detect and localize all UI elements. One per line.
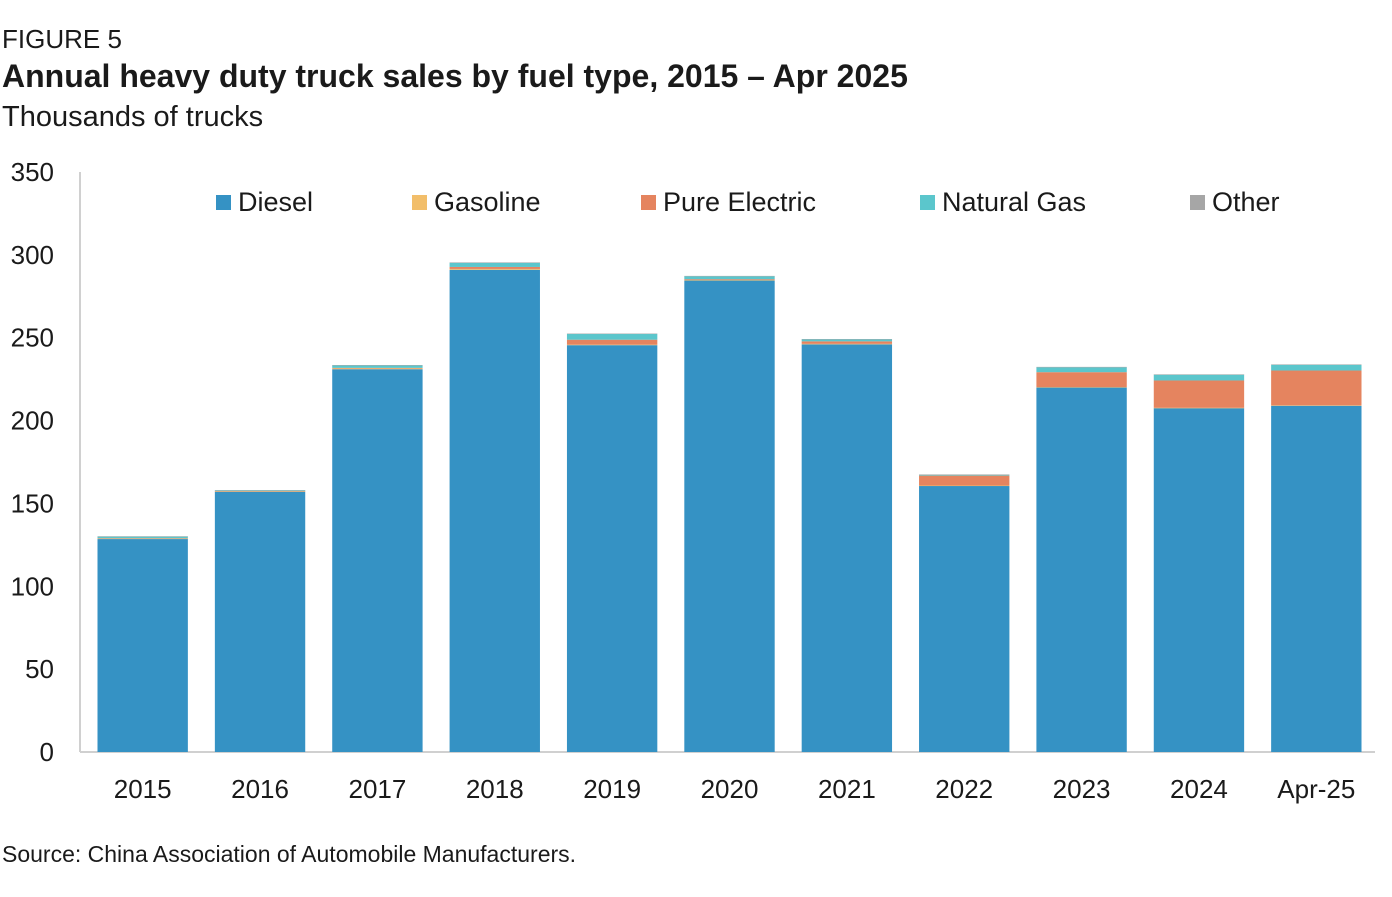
bar-segment-gasoline (919, 485, 1010, 487)
bar-segment-gasoline (1153, 407, 1245, 409)
bar-segment-other (449, 262, 540, 263)
bar-segment-natural-gas (449, 262, 540, 267)
y-tick-label: 250 (11, 323, 54, 353)
bar-segment-diesel (214, 491, 306, 752)
bar-segment-gasoline (1036, 387, 1127, 388)
x-tick-label: 2017 (348, 774, 406, 804)
bar-segment-pure-electric (1271, 370, 1362, 406)
bar-segment-other (332, 365, 423, 366)
bar-segment-pure-electric (449, 266, 540, 269)
bar-segment-gasoline (566, 344, 658, 346)
bar-segment-pure-electric (684, 279, 775, 281)
bar-segment-gasoline (449, 268, 540, 270)
bar-segment-gasoline (214, 491, 306, 492)
bar-segment-natural-gas (1036, 367, 1127, 373)
y-tick-label: 350 (11, 157, 54, 187)
bar-segment-diesel (684, 280, 775, 752)
bar-segment-natural-gas (566, 333, 658, 340)
y-tick-label: 200 (11, 406, 54, 436)
bar-segment-gasoline (684, 280, 775, 281)
legend-swatch (920, 195, 935, 210)
bar-segment-diesel (449, 269, 540, 752)
x-tick-label: 2019 (583, 774, 641, 804)
y-tick-label: 0 (40, 737, 54, 767)
bar-segment-other (801, 339, 893, 340)
source-note: Source: China Association of Automobile … (2, 841, 577, 867)
legend-label: Diesel (238, 187, 313, 217)
bar-segment-other (566, 333, 658, 335)
x-tick-label: 2021 (818, 774, 876, 804)
bar-segment-diesel (801, 344, 893, 752)
y-tick-label: 300 (11, 240, 54, 270)
legend-label: Other (1212, 187, 1280, 217)
x-tick-label: 2020 (701, 774, 759, 804)
bar-segment-other (1153, 374, 1245, 375)
bar-segment-diesel (919, 486, 1010, 752)
bar-segment-diesel (332, 369, 423, 752)
bar-segment-pure-electric (566, 339, 658, 345)
bar-segment-other (919, 474, 1010, 475)
bar-segment-gasoline (801, 343, 893, 345)
bar-segment-other (214, 490, 306, 491)
bar-segment-natural-gas (332, 365, 423, 368)
x-tick-label: 2016 (231, 774, 289, 804)
x-tick-label: 2023 (1053, 774, 1111, 804)
bar-segment-pure-electric (919, 475, 1010, 486)
bar-segment-pure-electric (332, 367, 423, 369)
bar-segment-diesel (1036, 387, 1127, 752)
bar-segment-pure-electric (1153, 380, 1245, 408)
legend-swatch (216, 195, 231, 210)
bar-segment-natural-gas (684, 276, 775, 280)
bar-segment-natural-gas (97, 536, 188, 539)
bar-segment-pure-electric (214, 491, 306, 492)
chart-subtitle: Thousands of trucks (2, 101, 264, 133)
bar-segment-other (97, 536, 188, 537)
bar-segment-natural-gas (214, 490, 306, 492)
legend-swatch (1190, 195, 1205, 210)
y-tick-label: 50 (25, 654, 54, 684)
bar-segment-other (684, 275, 775, 277)
x-tick-label: 2015 (114, 774, 172, 804)
bar-segment-gasoline (97, 538, 188, 540)
bar-segment-pure-electric (1036, 372, 1127, 388)
bar-segment-pure-electric (801, 341, 893, 344)
bar-segment-gasoline (1271, 405, 1362, 406)
legend-label: Pure Electric (663, 187, 816, 217)
x-tick-label: 2018 (466, 774, 524, 804)
legend-swatch (412, 195, 427, 210)
figure-label: FIGURE 5 (2, 24, 122, 54)
bar-segment-natural-gas (919, 474, 1010, 476)
bar-segment-natural-gas (801, 339, 893, 342)
x-tick-label: 2024 (1170, 774, 1228, 804)
bar-segment-other (1271, 364, 1362, 365)
bar-segment-diesel (97, 539, 188, 752)
bar-segment-natural-gas (1153, 374, 1245, 381)
bar-segment-pure-electric (97, 538, 188, 539)
bar-segment-diesel (1271, 405, 1362, 752)
bar-segment-natural-gas (1271, 364, 1362, 371)
x-tick-label: 2022 (935, 774, 993, 804)
bar-segment-other (1036, 366, 1127, 368)
legend-label: Natural Gas (942, 187, 1086, 217)
legend-label: Gasoline (434, 187, 541, 217)
bar-segment-diesel (566, 345, 658, 752)
x-tick-label: Apr-25 (1277, 774, 1355, 804)
bar-segment-diesel (1153, 408, 1245, 752)
bar-segment-gasoline (332, 368, 423, 370)
legend-swatch (641, 195, 656, 210)
y-tick-label: 100 (11, 571, 54, 601)
chart-title: Annual heavy duty truck sales by fuel ty… (2, 58, 908, 94)
y-tick-label: 150 (11, 488, 54, 518)
